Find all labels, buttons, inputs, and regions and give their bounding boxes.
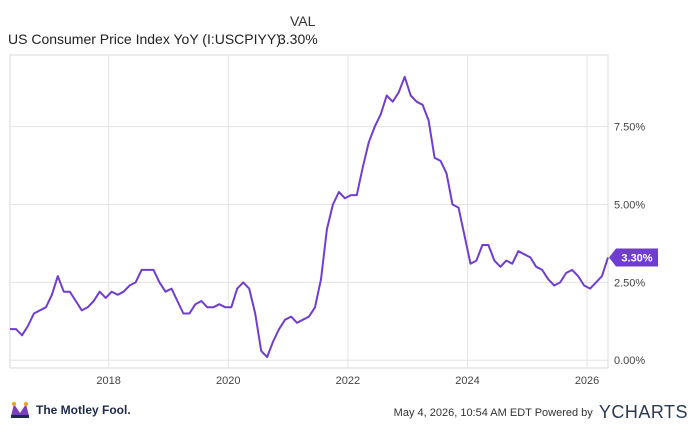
y-tick-label: 7.50%: [614, 122, 645, 134]
x-tick-label: 2024: [455, 375, 479, 387]
motley-fool-logo: The Motley Fool.: [10, 401, 131, 419]
x-tick-label: 2026: [575, 375, 599, 387]
y-tick-label: 0.00%: [614, 355, 645, 367]
x-tick-label: 2018: [96, 375, 120, 387]
last-value-badge-label: 3.30%: [621, 252, 652, 264]
x-tick-label: 2020: [216, 375, 240, 387]
y-axis: 0.00% 2.50% 5.00% 7.50%: [614, 122, 645, 368]
grid-lines: [9, 54, 609, 369]
y-tick-label: 2.50%: [614, 277, 645, 289]
plot-area: [10, 75, 609, 359]
y-tick-label: 5.00%: [614, 199, 645, 211]
last-value-badge-shape: [609, 248, 658, 267]
footer-credit: May 4, 2026, 10:54 AM EDT Powered by YCH…: [394, 402, 688, 423]
motley-fool-wordmark: The Motley Fool.: [36, 403, 131, 417]
jester-hat-icon: [11, 402, 29, 418]
series-current-value: 3.30%: [278, 31, 318, 47]
x-tick-label: 2022: [336, 375, 360, 387]
last-value-badge: 3.30%: [609, 248, 658, 267]
cpi-series-line: [10, 75, 609, 359]
timestamp-credit: May 4, 2026, 10:54 AM EDT Powered by: [393, 406, 593, 419]
plot-border: [9, 54, 609, 369]
series-name: US Consumer Price Index YoY (I:USCPIYY): [8, 31, 281, 47]
ycharts-logo: YCHARTS: [598, 402, 688, 422]
x-axis: 2018 2020 2022 2024 2026: [96, 375, 599, 387]
value-column-header: VAL: [290, 13, 316, 29]
